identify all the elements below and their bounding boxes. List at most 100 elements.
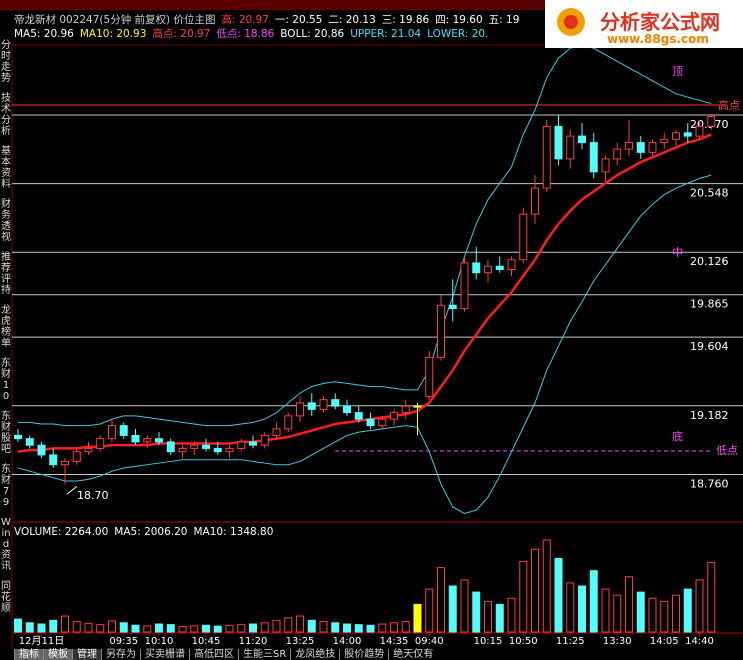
volume-bar <box>108 620 116 633</box>
candle-body <box>202 444 210 449</box>
volume-bar <box>519 560 528 633</box>
volume-bar <box>272 619 281 633</box>
volume-bar <box>331 622 340 633</box>
candle-body <box>331 399 340 407</box>
volume-bar <box>531 548 539 633</box>
volume-bar <box>566 582 575 633</box>
volume-header: VOLUME: 2264.00 MA5: 2006.20 MA10: 1348.80 <box>14 526 279 538</box>
candle-body <box>519 213 528 261</box>
tick-label-bg <box>686 408 736 423</box>
bottom-tab: 管理 <box>72 649 101 660</box>
candle-body <box>542 125 551 189</box>
x-tick-label: 14:05 <box>650 636 679 647</box>
x-tick-label: 09:40 <box>415 636 444 647</box>
tick-label-bg <box>686 255 736 270</box>
candle-body <box>143 438 152 443</box>
header-item: 四: 19.60 <box>435 14 483 26</box>
low-label: 18.70 <box>77 489 109 502</box>
logo: 分析家公式网 www.88gs.com <box>545 0 743 48</box>
x-tick-label: 13:25 <box>286 636 315 647</box>
header-item: 三: 19.86 <box>381 14 430 26</box>
candle-body <box>14 434 22 440</box>
x-tick-label: 10:15 <box>474 636 503 647</box>
header-item: BOLL: 20.86 <box>280 28 345 40</box>
volume-bar <box>448 585 457 633</box>
candle-body <box>25 438 34 446</box>
y-tick-label: 20.548 <box>690 187 729 200</box>
y-tick-label: 19.604 <box>690 340 729 353</box>
sidebar-tab: 东财股吧 <box>1 411 11 455</box>
sidebar-tab: 技术分析 <box>1 93 11 137</box>
volume-bar <box>178 625 187 633</box>
candle-body <box>155 438 163 443</box>
volume-bar <box>425 588 434 633</box>
volume-bar <box>554 557 563 633</box>
candle-body <box>554 125 563 160</box>
candle-body <box>166 441 175 453</box>
volume-bar <box>14 618 22 633</box>
tick-label-bg <box>686 340 736 355</box>
sidebar-tab: 基本资料 <box>1 146 11 190</box>
indicator-line <box>17 174 712 515</box>
bottom-tab: 绝天仅有 <box>388 649 438 660</box>
volume-bar <box>437 567 445 633</box>
volume-bar <box>225 625 234 633</box>
candle-body <box>354 412 363 420</box>
candle-body <box>460 262 469 310</box>
volume-bar <box>25 622 34 633</box>
header-item: 帝龙新材 002247(5分钟 前复权) 价位主图 <box>14 14 216 26</box>
x-tick-label: 14:40 <box>685 636 714 647</box>
candle-body <box>672 132 680 140</box>
candle-body <box>49 454 58 466</box>
logo-url: www.88gs.com <box>607 32 709 46</box>
annotation: 底 <box>672 429 683 443</box>
volume-bar <box>683 588 692 633</box>
x-tick-label: 13:30 <box>603 636 632 647</box>
bottom-tabs: 指标 模板 管理 另存为 买卖栅谱 高低四区 生能三SR 龙凤绝技 股价趋势 绝天仅有 <box>14 649 438 660</box>
candle-body <box>484 265 492 274</box>
candle-body <box>413 405 422 408</box>
candle-body <box>401 405 410 414</box>
bottom-tab: 股价趋势 <box>339 649 389 660</box>
header-item: 高: 20.97 <box>221 14 269 26</box>
volume-bar <box>260 622 269 633</box>
indicator-line <box>17 133 712 453</box>
candle-body <box>613 148 622 160</box>
candle-body <box>366 418 375 427</box>
bottom-tab: 龙凤绝技 <box>290 649 340 660</box>
candle-body <box>437 304 445 358</box>
bottom-tab: 生能三SR <box>238 649 291 660</box>
sidebar-tab: 分时走势 <box>1 40 11 84</box>
candle-body <box>695 125 704 137</box>
candle-body <box>495 265 504 270</box>
volume-bar <box>284 617 293 633</box>
x-tick-label: 11:20 <box>239 636 268 647</box>
candle-body <box>601 158 610 173</box>
header-item: VOLUME: 2264.00 <box>14 526 109 538</box>
candle-body <box>119 425 128 436</box>
volume-bar <box>237 624 246 633</box>
candle-body <box>178 447 187 453</box>
volume-bar <box>319 621 328 633</box>
volume-bar <box>190 625 199 633</box>
tick-label-bg <box>686 186 736 201</box>
candle-body <box>660 138 669 144</box>
top-bar <box>0 0 743 10</box>
volume-bar <box>472 591 481 633</box>
candle-body <box>566 135 575 160</box>
candle-body <box>507 259 516 270</box>
volume-bar <box>578 585 586 633</box>
low-arrow <box>66 485 78 495</box>
bottom-tab: 买卖栅谱 <box>140 649 189 660</box>
candle-body <box>307 402 316 410</box>
volume-bar <box>401 621 410 633</box>
x-tick-label: 14:00 <box>333 636 362 647</box>
candle-body <box>448 304 457 310</box>
header-item: 一: 20.55 <box>274 14 323 26</box>
x-tick-label: 14:35 <box>380 636 409 647</box>
annotation: 低点 <box>716 444 738 457</box>
volume-bar <box>378 623 387 633</box>
candle-body <box>72 451 81 462</box>
candle-body <box>284 415 293 430</box>
